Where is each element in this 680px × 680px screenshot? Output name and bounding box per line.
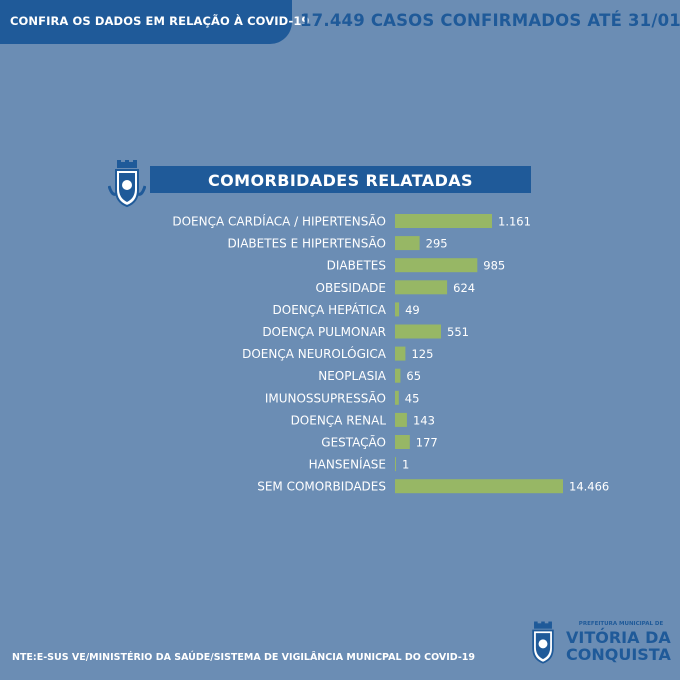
bar <box>395 346 406 361</box>
category-label: IMUNOSSUPRESSÃO <box>265 390 386 405</box>
chart-title: COMORBIDADES RELATADAS <box>208 171 473 190</box>
bar <box>395 280 448 295</box>
municipal-crest-icon <box>532 621 554 664</box>
logo-text-conquista: CONQUISTA <box>566 645 671 664</box>
top-banner-text: CONFIRA OS DADOS EM RELAÇÃO À COVID-19 <box>10 14 310 28</box>
value-label: 65 <box>406 369 421 383</box>
category-label: DIABETES <box>327 259 386 273</box>
bar <box>395 258 478 273</box>
category-label: DOENÇA RENAL <box>291 413 387 427</box>
value-label: 125 <box>411 347 433 361</box>
category-label: SEM COMORBIDADES <box>257 480 386 494</box>
category-label: DOENÇA NEUROLÓGICA <box>242 346 387 361</box>
value-label: 295 <box>426 237 448 251</box>
category-label: DIABETES E HIPERTENSÃO <box>227 236 386 251</box>
bar <box>395 479 563 494</box>
category-label: GESTAÇÃO <box>321 435 386 450</box>
category-label: DOENÇA CARDÍACA / HIPERTENSÃO <box>172 214 386 229</box>
bar <box>395 457 396 472</box>
value-label: 14.466 <box>569 480 609 494</box>
category-label: DOENÇA HEPÁTICA <box>273 302 387 317</box>
bar <box>395 435 410 449</box>
value-label: 1.161 <box>498 215 531 229</box>
value-label: 624 <box>453 281 475 295</box>
top-banner: CONFIRA OS DADOS EM RELAÇÃO À COVID-19 <box>0 0 309 44</box>
prefeitura-logo: PREFEITURA MUNICIPAL DE VITÓRIA DA CONQU… <box>526 620 676 668</box>
category-label: DOENÇA PULMONAR <box>262 325 386 339</box>
value-label: 551 <box>447 325 469 339</box>
bar <box>395 324 441 339</box>
source-note: NTE:E-SUS VE/MINISTÉRIO DA SAÚDE/SISTEMA… <box>12 652 476 663</box>
category-label: HANSENÍASE <box>309 457 386 472</box>
category-label: OBESIDADE <box>316 281 386 295</box>
bar <box>395 390 399 405</box>
value-label: 177 <box>416 436 438 450</box>
logo-text-vitoria: VITÓRIA DA <box>566 628 671 647</box>
headline-confirmed-cases: 17.449 CASOS CONFIRMADOS ATÉ 31/01/21 <box>300 11 680 30</box>
bar <box>395 412 407 427</box>
bar <box>395 214 492 228</box>
chart-title-bar: COMORBIDADES RELATADAS <box>150 166 531 193</box>
municipal-crest-icon <box>108 160 146 208</box>
value-label: 985 <box>483 259 505 273</box>
value-label: 45 <box>405 391 420 405</box>
logo-text-prefeitura: PREFEITURA MUNICIPAL DE <box>578 621 664 627</box>
bar <box>395 236 420 251</box>
bar <box>395 368 401 383</box>
value-label: 49 <box>405 303 420 317</box>
value-label: 143 <box>413 413 435 427</box>
value-label: 1 <box>402 458 409 472</box>
bar <box>395 302 400 317</box>
category-label: NEOPLASIA <box>318 369 387 383</box>
